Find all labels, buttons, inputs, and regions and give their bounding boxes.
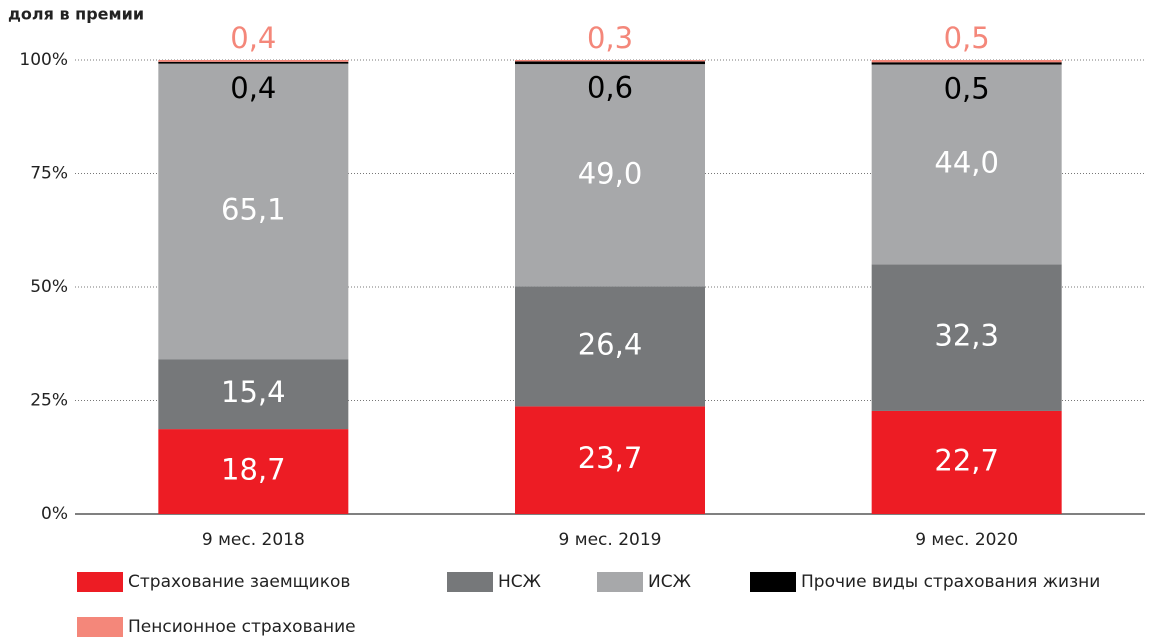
bar-segment [871, 264, 1062, 411]
value-label: 23,7 [578, 441, 643, 475]
value-label: 65,1 [221, 192, 286, 226]
legend-swatch [597, 572, 643, 592]
y-tick-label: 25% [30, 391, 68, 411]
bar-segment [158, 63, 349, 360]
legend-swatch [77, 617, 123, 637]
bar-segment [871, 60, 1062, 63]
legend-label: НСЖ [498, 572, 541, 592]
bar-segment [515, 64, 705, 287]
value-label: 0,4 [230, 71, 276, 105]
bar-segment [871, 64, 1062, 265]
value-label: 26,4 [578, 327, 643, 361]
bar-segment [158, 60, 349, 62]
x-tick-label: 9 мес. 2019 [559, 530, 662, 550]
value-label: 44,0 [934, 145, 999, 179]
x-tick-label: 9 мес. 2020 [915, 530, 1018, 550]
value-label: 18,7 [221, 453, 286, 487]
legend-label: Прочие виды страхования жизни [801, 572, 1100, 592]
value-label: 49,0 [578, 156, 643, 190]
value-label: 0,5 [944, 71, 990, 105]
legend-swatch [750, 572, 796, 592]
bar-segment [158, 429, 349, 514]
value-label: 32,3 [934, 319, 999, 353]
bar-segment [515, 61, 705, 65]
value-label: 15,4 [221, 375, 286, 409]
legend-swatch [77, 572, 123, 592]
bar-segment [515, 406, 705, 514]
value-label: 0,4 [230, 21, 276, 55]
legend-swatch [447, 572, 493, 592]
bar-segment [515, 60, 705, 62]
bar-segment [158, 61, 349, 64]
bar-segment [871, 410, 1062, 514]
value-label: 0,5 [944, 21, 990, 55]
legend-label: Страхование заемщиков [128, 572, 350, 592]
y-tick-label: 100% [19, 50, 68, 70]
bar-segment [158, 359, 349, 430]
y-tick-label: 50% [30, 277, 68, 297]
chart-title: доля в премии [8, 5, 144, 24]
legend-label: ИСЖ [648, 572, 691, 592]
y-tick-label: 75% [30, 164, 68, 184]
x-tick-label: 9 мес. 2018 [202, 530, 305, 550]
value-label: 0,3 [587, 21, 633, 55]
legend-label: Пенсионное страхование [128, 617, 356, 637]
bar-segment [871, 62, 1062, 65]
value-label: 0,6 [587, 70, 633, 104]
y-tick-label: 0% [41, 504, 68, 524]
value-label: 22,7 [934, 443, 999, 477]
bar-segment [515, 286, 705, 407]
